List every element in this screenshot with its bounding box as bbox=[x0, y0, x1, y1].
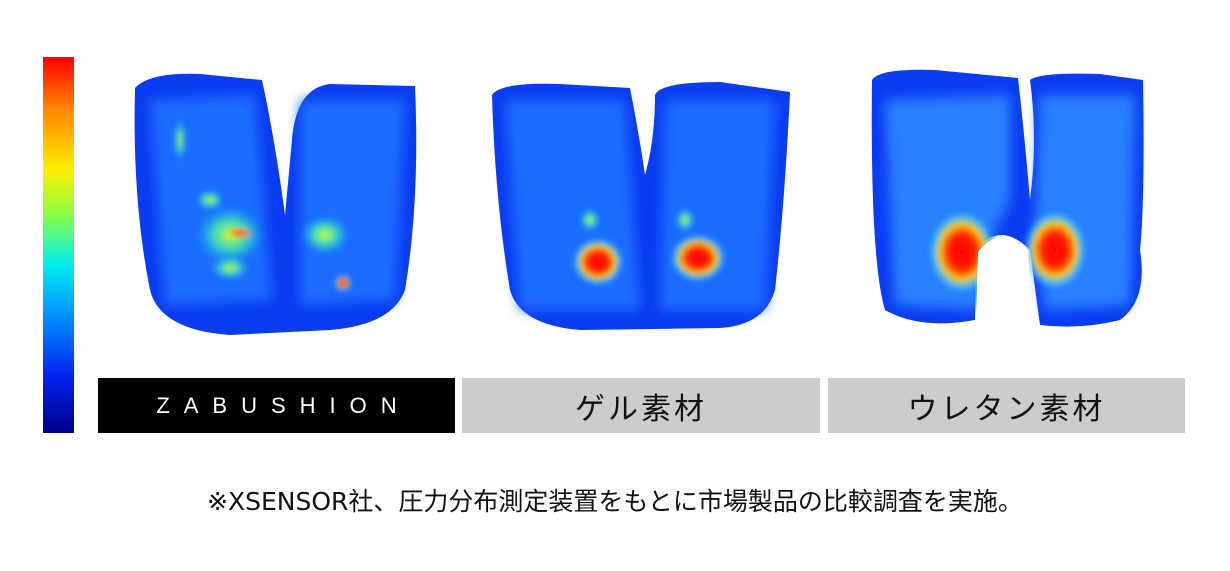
label-zabushion: ZABUSHION bbox=[98, 378, 455, 433]
pressure-map-zabushion bbox=[134, 73, 417, 336]
pressure-map-gel bbox=[492, 82, 790, 330]
label-urethane: ウレタン素材 bbox=[828, 378, 1185, 433]
label-gel: ゲル素材 bbox=[462, 378, 820, 433]
footnote: ※XSENSOR社、圧力分布測定装置をもとに市場製品の比較調査を実施。 bbox=[207, 487, 1023, 516]
pressure-map-urethane bbox=[871, 69, 1144, 327]
pressure-color-scale bbox=[43, 57, 74, 433]
